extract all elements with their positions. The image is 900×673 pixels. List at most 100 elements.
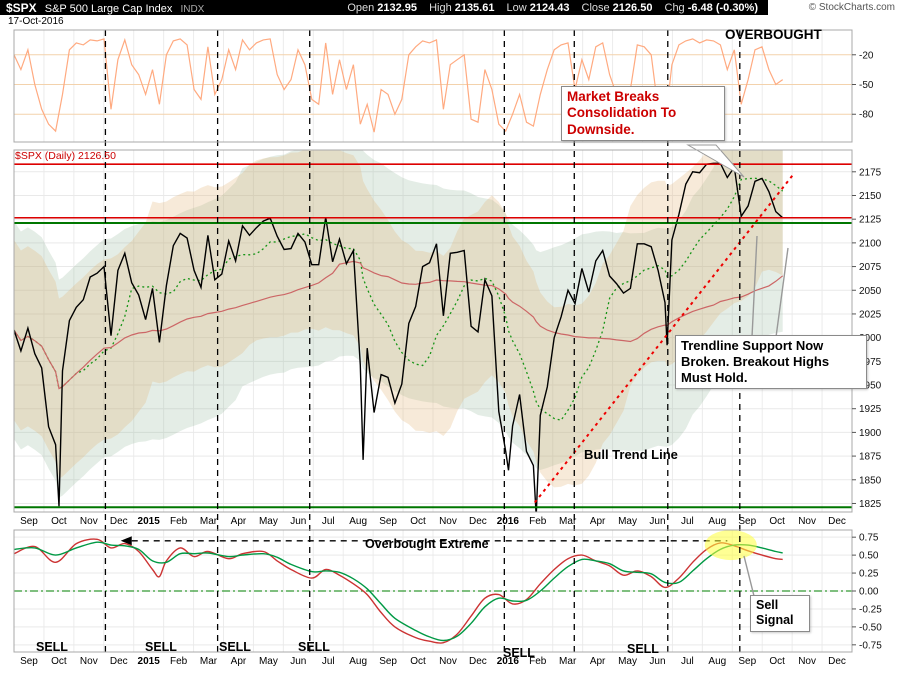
callout-pointer xyxy=(743,555,755,597)
x-tick-label: Nov xyxy=(80,516,98,527)
high-label: High xyxy=(429,1,452,14)
chg-label: Chg xyxy=(664,1,685,14)
y-tick-label: 2100 xyxy=(859,238,882,249)
price-line xyxy=(14,162,784,512)
x-tick-label: Sep xyxy=(738,656,756,667)
x-tick-label: Apr xyxy=(231,516,247,527)
y-tick-label: 2075 xyxy=(859,262,882,273)
chg-value: -6.48 (-0.30%) xyxy=(687,1,758,14)
y-tick-label: 0.25 xyxy=(859,569,879,580)
x-tick-label: Oct xyxy=(51,656,67,667)
x-tick-label: Mar xyxy=(200,656,218,667)
y-tick-label: 1875 xyxy=(859,452,882,463)
y-tick-label: 1925 xyxy=(859,404,882,415)
index-name-label: S&P 500 Large Cap Index xyxy=(44,2,173,15)
symbol-label: $SPX xyxy=(6,0,37,15)
x-tick-label: Jul xyxy=(322,656,335,667)
x-tick-label: Apr xyxy=(590,516,606,527)
callout-market-breaks: Market Breaks Consolidation To Downside. xyxy=(561,86,725,142)
x-tick-label: Sep xyxy=(379,516,397,527)
x-tick-label: Oct xyxy=(769,516,785,527)
y-tick-label: 0.00 xyxy=(859,587,879,598)
sell-label: SELL xyxy=(627,642,659,656)
x-tick-label: Dec xyxy=(110,516,128,527)
copyright-label: © StockCharts.com xyxy=(808,2,895,13)
x-tick-label: 2016 xyxy=(497,656,520,667)
sell-label: SELL xyxy=(145,640,177,654)
momentum-fast-line xyxy=(13,538,783,644)
overbought-oscillator-line xyxy=(13,37,784,133)
x-tick-label: Feb xyxy=(170,516,188,527)
x-tick-label: May xyxy=(259,516,278,527)
sell-signal-highlight xyxy=(704,530,757,561)
y-tick-label: -0.25 xyxy=(859,604,882,615)
x-tick-label: 2015 xyxy=(138,516,161,527)
x-tick-label: Oct xyxy=(769,656,785,667)
top-panel-border xyxy=(13,29,853,143)
x-tick-label: Oct xyxy=(51,516,67,527)
y-tick-label: 2025 xyxy=(859,309,882,320)
y-tick-label: 2175 xyxy=(859,167,882,178)
y-tick-label: -80 xyxy=(859,110,874,121)
open-label: Open xyxy=(347,1,375,14)
x-tick-label: Mar xyxy=(559,516,577,527)
x-tick-label: Sep xyxy=(738,516,756,527)
sell-label: SELL xyxy=(503,646,535,660)
y-tick-label: -50 xyxy=(859,80,874,91)
x-tick-label: Sep xyxy=(20,516,38,527)
symbol-group: $SPX S&P 500 Large Cap Index INDX xyxy=(6,1,204,15)
x-tick-label: Dec xyxy=(828,516,846,527)
y-tick-label: 2125 xyxy=(859,215,882,226)
high-value: 2135.61 xyxy=(454,1,495,14)
callout-pointer xyxy=(775,247,789,338)
x-tick-label: Oct xyxy=(410,656,426,667)
x-tick-label: Feb xyxy=(529,656,547,667)
low-value: 2124.43 xyxy=(529,1,570,14)
x-tick-label: Sep xyxy=(379,656,397,667)
x-tick-label: Mar xyxy=(559,656,577,667)
low-label: Low xyxy=(506,1,527,14)
y-tick-label: 2000 xyxy=(859,333,882,344)
x-tick-label: Apr xyxy=(231,656,247,667)
close-value: 2126.50 xyxy=(612,1,653,14)
y-tick-label: 2150 xyxy=(859,191,882,202)
x-tick-label: Dec xyxy=(469,656,487,667)
x-tick-label: May xyxy=(259,656,278,667)
quote-strip: Open 2132.95 High 2135.61 Low 2124.43 Close… xyxy=(338,2,758,14)
callout-pointer xyxy=(751,235,758,338)
x-tick-label: Nov xyxy=(798,516,816,527)
left-arrow-icon xyxy=(120,536,132,546)
y-tick-label: -20 xyxy=(859,50,874,61)
close-label: Close xyxy=(581,1,610,14)
sell-label: SELL xyxy=(219,640,251,654)
y-tick-label: 1825 xyxy=(859,499,882,510)
copyright-area: © StockCharts.com xyxy=(768,0,900,15)
x-tick-label: Dec xyxy=(828,656,846,667)
header-black-strip: $SPX S&P 500 Large Cap Index INDX Open 21… xyxy=(0,0,768,15)
x-tick-label: Aug xyxy=(708,656,726,667)
x-tick-label: Nov xyxy=(80,656,98,667)
bull-trend-line-label: Bull Trend Line xyxy=(584,447,678,462)
x-tick-label: May xyxy=(618,516,637,527)
sell-label: SELL xyxy=(36,640,68,654)
x-tick-label: Jun xyxy=(290,656,306,667)
price-series-label: $SPX (Daily) 2126.50 xyxy=(15,150,116,162)
x-tick-label: 2016 xyxy=(497,516,520,527)
x-tick-label: Aug xyxy=(708,516,726,527)
sell-label: SELL xyxy=(298,640,330,654)
x-tick-label: Dec xyxy=(469,516,487,527)
chart-canvas: -20 -50 -80 2175 2150 2125 2100 2075 2050 2025 200… xyxy=(13,29,882,667)
y-tick-label: -0.50 xyxy=(859,622,882,633)
open-value: 2132.95 xyxy=(377,1,418,14)
x-tick-label: Jul xyxy=(681,516,694,527)
x-tick-label: Dec xyxy=(110,656,128,667)
main-panel-border xyxy=(13,149,853,513)
x-tick-label: Nov xyxy=(798,656,816,667)
y-tick-label: 1975 xyxy=(859,357,882,368)
y-tick-label: 0.50 xyxy=(859,551,879,562)
y-tick-label: 0.75 xyxy=(859,533,879,544)
overbought-label: OVERBOUGHT xyxy=(725,27,822,42)
x-tick-label: Sep xyxy=(20,656,38,667)
header-bar: $SPX S&P 500 Large Cap Index INDX Open 21… xyxy=(0,0,900,15)
x-tick-label: Aug xyxy=(349,656,367,667)
